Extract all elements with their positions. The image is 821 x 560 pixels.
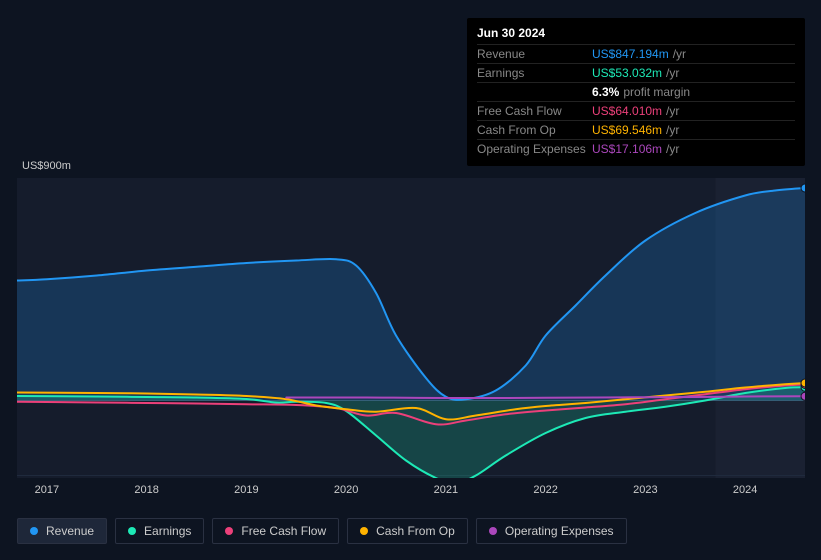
x-tick: 2020 [334, 484, 358, 496]
x-axis: 2017 2018 2019 2020 2021 2022 2023 2024 [17, 484, 805, 504]
x-tick: 2017 [35, 484, 59, 496]
legend-label: Earnings [144, 524, 191, 538]
legend-item-revenue[interactable]: Revenue [17, 518, 107, 544]
line-chart[interactable] [17, 178, 805, 478]
legend-dot-icon [489, 527, 497, 535]
x-tick: 2018 [134, 484, 158, 496]
x-tick: 2024 [733, 484, 757, 496]
tooltip-row: Free Cash FlowUS$64.010m/yr [477, 101, 795, 120]
x-tick: 2022 [533, 484, 557, 496]
legend-item-earnings[interactable]: Earnings [115, 518, 204, 544]
legend-dot-icon [360, 527, 368, 535]
legend-item-cfo[interactable]: Cash From Op [347, 518, 468, 544]
tooltip-row: RevenueUS$847.194m/yr [477, 44, 795, 63]
legend-label: Revenue [46, 524, 94, 538]
x-tick: 2021 [434, 484, 458, 496]
chart-legend: Revenue Earnings Free Cash Flow Cash From O… [17, 518, 627, 544]
legend-label: Free Cash Flow [241, 524, 326, 538]
tooltip-row: Cash From OpUS$69.546m/yr [477, 120, 795, 139]
legend-dot-icon [225, 527, 233, 535]
x-tick: 2023 [633, 484, 657, 496]
tooltip-date: Jun 30 2024 [477, 26, 795, 40]
x-tick: 2019 [234, 484, 258, 496]
legend-label: Operating Expenses [505, 524, 614, 538]
legend-item-fcf[interactable]: Free Cash Flow [212, 518, 339, 544]
tooltip-row: 6.3%profit margin [477, 82, 795, 101]
legend-dot-icon [128, 527, 136, 535]
tooltip-row: Operating ExpensesUS$17.106m/yr [477, 139, 795, 158]
legend-dot-icon [30, 527, 38, 535]
legend-label: Cash From Op [376, 524, 455, 538]
y-tick-max: US$900m [22, 160, 71, 172]
tooltip-row: EarningsUS$53.032m/yr [477, 63, 795, 82]
legend-item-opex[interactable]: Operating Expenses [476, 518, 627, 544]
chart-tooltip: Jun 30 2024 RevenueUS$847.194m/yrEarning… [467, 18, 805, 166]
